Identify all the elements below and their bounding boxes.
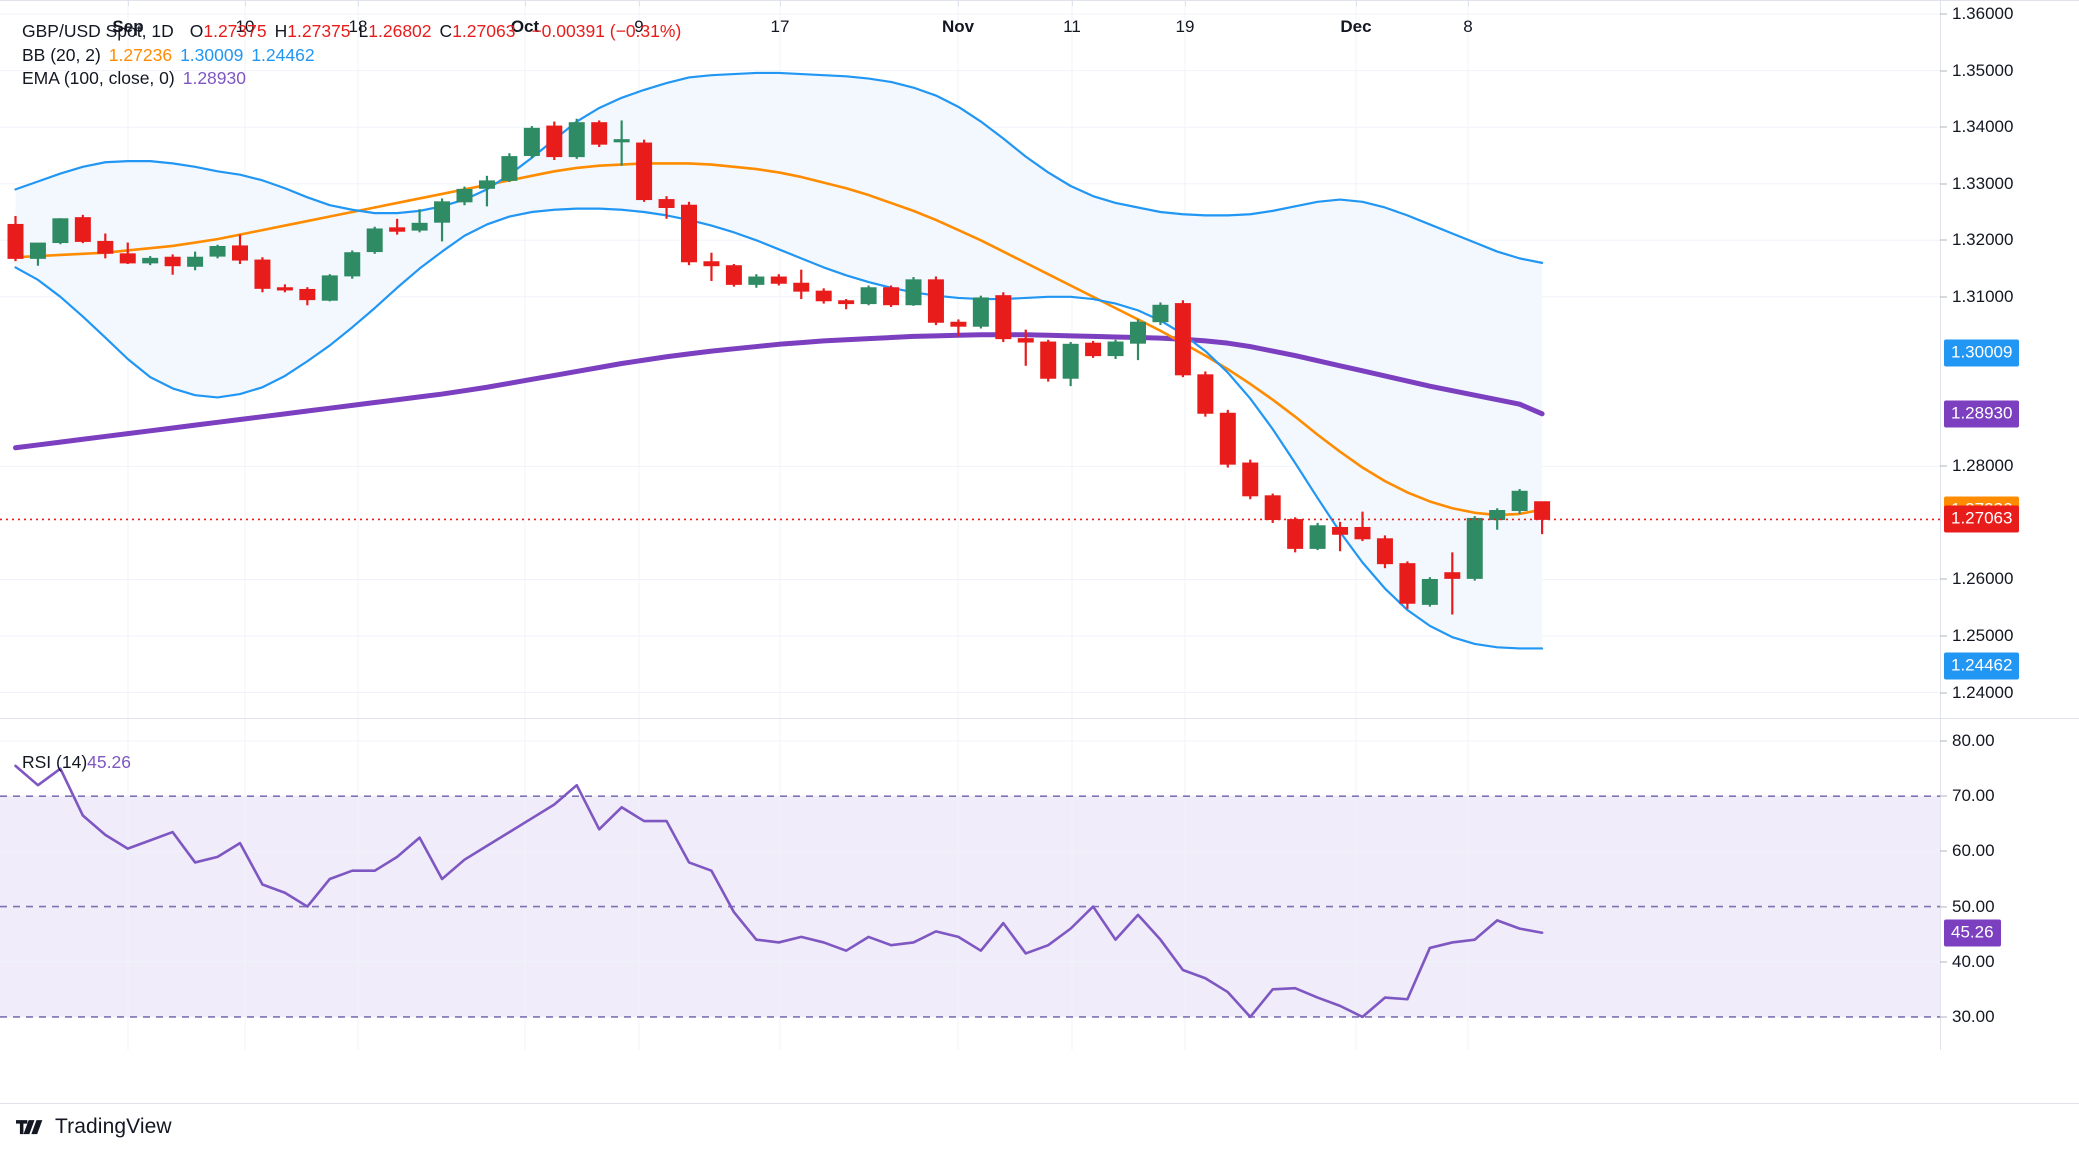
time-axis[interactable]: Sep 10 18 Oct 9 17 Nov 11 19 Dec 8 — [0, 0, 2079, 54]
time-tick-mark — [128, 0, 129, 6]
pane-separator — [0, 718, 2079, 719]
rsi-tick-mark — [1940, 906, 1947, 908]
time-tick-label: 11 — [1063, 17, 1081, 36]
rsi-tick-label: 70.00 — [1952, 786, 1995, 806]
time-tick-label: Dec — [1340, 17, 1372, 36]
rsi-tick-mark — [1940, 795, 1947, 797]
rsi-tick-mark — [1940, 850, 1947, 852]
time-tick-mark — [1356, 0, 1357, 6]
time-tick-label: 8 — [1463, 17, 1473, 36]
ema-badge[interactable]: 1.28930 — [1944, 400, 2020, 428]
price-tick-label: 1.36000 — [1952, 4, 2014, 24]
price-tick-label: 1.26000 — [1952, 569, 2014, 589]
rsi-tick-label: 30.00 — [1952, 1006, 1995, 1026]
tradingview-mark-icon — [16, 1119, 43, 1134]
time-tick-mark — [1468, 0, 1469, 6]
rsi-tick-label: 80.00 — [1952, 731, 1995, 751]
time-tick-mark — [639, 0, 640, 6]
bb-lower-badge[interactable]: 1.24462 — [1944, 652, 2020, 680]
rsi-tick-mark — [1940, 961, 1947, 963]
price-tick-label: 1.32000 — [1952, 230, 2014, 250]
price-axis[interactable]: 1.36000 1.35000 1.34000 1.33000 1.32000 1.310… — [1940, 0, 2079, 718]
time-tick-mark — [780, 0, 781, 6]
price-tick-mark — [1940, 635, 1947, 637]
rsi-axis-divider — [1940, 719, 1941, 1050]
bb-upper-badge[interactable]: 1.30009 — [1944, 339, 2020, 367]
price-pane[interactable] — [0, 0, 1940, 718]
rsi-pane[interactable] — [0, 719, 1940, 1050]
time-tick-label: Oct — [510, 17, 540, 36]
rsi-tick-label: 50.00 — [1952, 896, 1995, 916]
price-axis-divider — [1940, 0, 1941, 718]
last-price-badge[interactable]: 1.27063 — [1944, 505, 2020, 533]
time-axis-top-border — [0, 0, 2079, 1]
time-tick-label: 19 — [1175, 17, 1195, 36]
price-tick-label: 1.28000 — [1952, 456, 2014, 476]
time-tick-mark — [358, 0, 359, 6]
tradingview-logo[interactable]: TradingView — [16, 1115, 172, 1139]
time-tick-label: 10 — [235, 17, 255, 36]
time-tick-mark — [1185, 0, 1186, 6]
time-tick-mark — [958, 0, 959, 6]
rsi-tick-mark — [1940, 1016, 1947, 1018]
price-tick-label: 1.33000 — [1952, 173, 2014, 193]
price-tick-mark — [1940, 465, 1947, 467]
time-tick-mark — [245, 0, 246, 6]
time-tick-label: Nov — [941, 17, 975, 36]
time-tick-mark — [1072, 0, 1073, 6]
price-plot — [0, 0, 1940, 718]
time-tick-label: Sep — [112, 17, 144, 36]
price-tick-label: 1.34000 — [1952, 117, 2014, 137]
price-tick-label: 1.25000 — [1952, 626, 2014, 646]
rsi-axis[interactable]: 80.00 70.00 60.00 50.00 40.00 30.00 45.26 — [1940, 719, 2079, 1050]
rsi-tick-label: 40.00 — [1952, 951, 1995, 971]
rsi-value-badge[interactable]: 45.26 — [1944, 919, 2001, 947]
rsi-tick-mark — [1940, 740, 1947, 742]
price-tick-mark — [1940, 296, 1947, 298]
price-tick-mark — [1940, 578, 1947, 580]
price-tick-label: 1.24000 — [1952, 682, 2014, 702]
price-tick-mark — [1940, 70, 1947, 72]
price-tick-label: 1.31000 — [1952, 286, 2014, 306]
rsi-plot — [0, 719, 1940, 1050]
time-axis-bottom-border — [0, 1103, 2079, 1104]
price-tick-mark — [1940, 692, 1947, 694]
price-tick-mark — [1940, 126, 1947, 128]
tradingview-wordmark: TradingView — [55, 1115, 172, 1138]
rsi-tick-label: 60.00 — [1952, 841, 1995, 861]
price-tick-mark — [1940, 13, 1947, 15]
time-tick-mark — [525, 0, 526, 6]
time-tick-label: 18 — [348, 17, 368, 36]
time-tick-label: 9 — [634, 17, 644, 36]
footer: TradingView — [0, 1104, 2079, 1154]
price-tick-label: 1.35000 — [1952, 60, 2014, 80]
price-tick-mark — [1940, 183, 1947, 185]
time-tick-label: 17 — [770, 17, 790, 36]
price-tick-mark — [1940, 239, 1947, 241]
